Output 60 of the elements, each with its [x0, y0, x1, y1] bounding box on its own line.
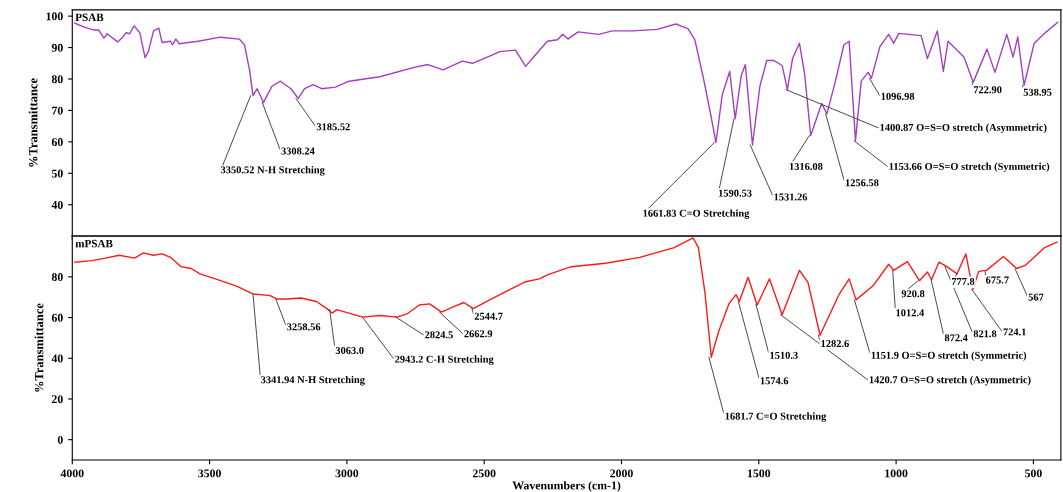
series-label: PSAB [75, 13, 104, 22]
annotation: 724.1 [1003, 328, 1026, 336]
annotation: 1574.6 [760, 377, 789, 385]
y-tick-label: 70 [52, 106, 63, 115]
annotation: 538.95 [1023, 88, 1052, 96]
line-series [74, 21, 1059, 146]
annotation: 1590.53 [719, 189, 752, 197]
y-tick-label: 90 [51, 43, 63, 52]
y-tick-label: 80 [51, 273, 63, 282]
y-tick-label: 40 [51, 354, 63, 363]
annotation: 3258.56 [287, 323, 321, 331]
annotation: 722.90 [973, 86, 1002, 94]
y-tick-label: 80 [51, 75, 63, 84]
y-axis-title: %Transmittance [34, 303, 44, 392]
annotation: 1151.9 O=S=O stretch (Symmetric) [871, 351, 1027, 361]
y-tick-label: 60 [51, 313, 63, 322]
annotation: 567 [1028, 293, 1044, 301]
x-axis-title: Wavenumbers (cm-1) [512, 481, 621, 492]
annotation: 1510.3 [770, 351, 798, 359]
annotation: 777.8 [951, 277, 975, 286]
annotation: 3063.0 [335, 346, 364, 354]
annotation: 1661.83 C=O Stretching [643, 209, 750, 219]
x-tick-label: 2000 [610, 469, 633, 478]
annotation: 3350.52 N-H Stretching [220, 166, 325, 176]
y-tick-label: 100 [46, 12, 63, 21]
annotation: 872.4 [944, 334, 968, 342]
annotation: 1420.7 O=S=O stretch (Asymmetric) [869, 375, 1031, 386]
x-tick-label: 500 [1025, 469, 1042, 478]
x-tick-label: 1000 [885, 469, 908, 478]
annotation: 1096.98 [881, 92, 915, 100]
annotation: 2544.7 [474, 312, 503, 320]
annotation: 821.8 [973, 330, 997, 338]
annotation: 2662.9 [464, 330, 493, 338]
annotation: 1531.26 [774, 193, 808, 201]
y-axis-title: %Transmittance [28, 78, 38, 167]
annotation: 1316.08 [789, 162, 823, 170]
series-label: mPSAB [75, 239, 113, 248]
annotation: 675.7 [985, 276, 1009, 284]
annotation: 1153.66 O=S=O stretch (Symmetric) [889, 162, 1050, 173]
y-tick-label: 50 [51, 169, 63, 178]
annotation: 2943.2 C-H Stretching [395, 355, 494, 365]
annotation: 920.8 [901, 290, 925, 298]
y-tick-label: 20 [51, 395, 63, 404]
x-tick-label: 2500 [472, 469, 496, 478]
annotation: 1282.6 [821, 340, 849, 348]
x-tick-label: 1500 [747, 469, 771, 478]
annotation: 3308.24 [281, 147, 315, 155]
x-tick-label: 3000 [335, 469, 359, 478]
annotation: 2824.5 [425, 331, 453, 339]
annotation: 1256.58 [845, 179, 879, 187]
x-tick-label: 3500 [198, 469, 221, 478]
annotation: 1681.7 C=O Stretching [725, 412, 827, 422]
y-tick-label: 40 [51, 200, 63, 209]
x-tick-label: 4000 [60, 469, 84, 478]
annotation: 3185.52 [316, 123, 350, 131]
y-tick-label: 60 [51, 138, 63, 147]
annotation: 1012.4 [896, 309, 925, 317]
annotation: 3341.94 N-H Stretching [261, 375, 365, 386]
annotation: 1400.87 O=S=O stretch (Asymmetric) [880, 123, 1047, 134]
y-tick-label: 0 [57, 435, 63, 444]
